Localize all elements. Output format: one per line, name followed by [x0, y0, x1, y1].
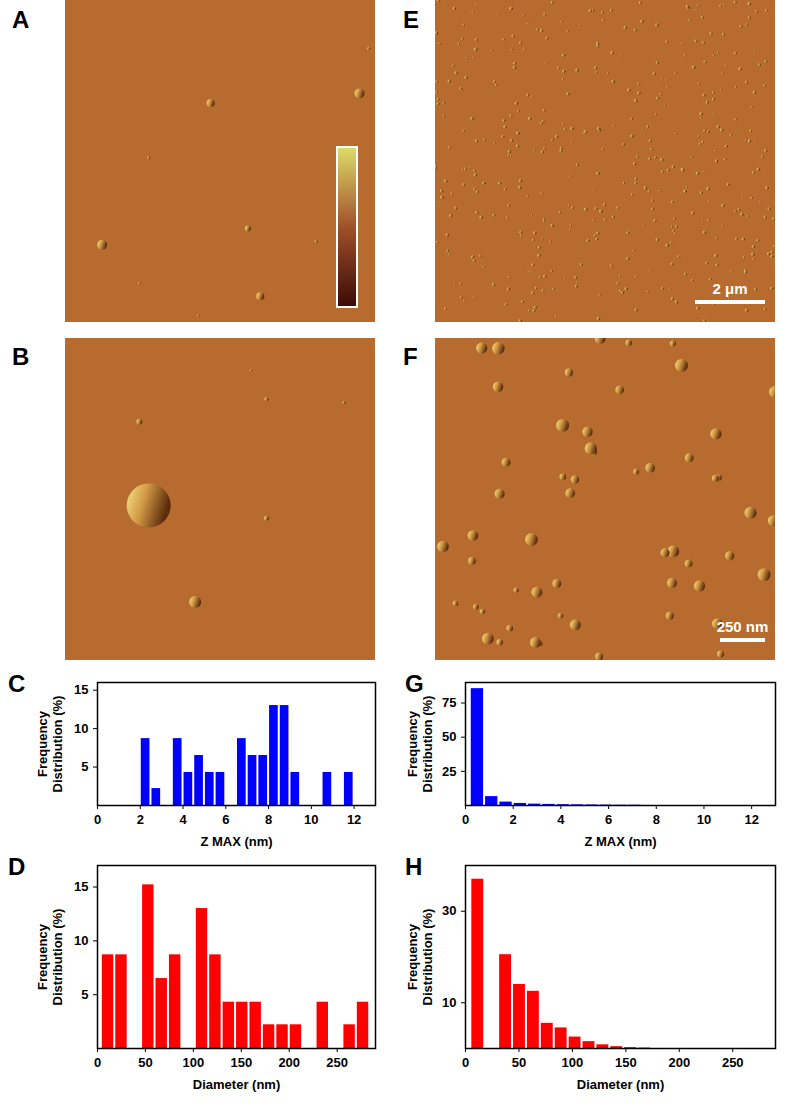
svg-text:4: 4	[179, 812, 187, 827]
html-text:H: H	[405, 853, 423, 880]
svg-text:200: 200	[668, 1055, 690, 1070]
svg-text:0: 0	[94, 1055, 101, 1070]
svg-text:250: 250	[722, 1055, 744, 1070]
svg-text:15: 15	[74, 682, 88, 697]
svg-text:100: 100	[183, 1055, 205, 1070]
svg-text:50: 50	[512, 1055, 526, 1070]
svg-text:25: 25	[442, 763, 456, 778]
svg-text:10: 10	[697, 812, 711, 827]
svg-text:150: 150	[615, 1055, 637, 1070]
html-text:Distribution (%): Distribution (%)	[420, 908, 435, 1005]
svg-text:75: 75	[442, 695, 456, 710]
svg-text:2: 2	[510, 812, 517, 827]
svg-text:50: 50	[442, 729, 456, 744]
html-text:D: D	[8, 853, 26, 880]
svg-text:10: 10	[304, 812, 318, 827]
svg-text:200: 200	[278, 1055, 300, 1070]
html-text:Frequency: Frequency	[35, 710, 50, 777]
html-text:Distribution (%): Distribution (%)	[420, 695, 435, 792]
html-text:C: C	[8, 670, 26, 697]
html-text:Distribution (%): Distribution (%)	[50, 695, 65, 792]
svg-text:6: 6	[605, 812, 612, 827]
svg-text:30: 30	[442, 903, 456, 918]
svg-text:250: 250	[326, 1055, 348, 1070]
svg-text:Z MAX (nm): Z MAX (nm)	[200, 834, 272, 849]
svg-text:8: 8	[653, 812, 660, 827]
svg-text:50: 50	[138, 1055, 152, 1070]
svg-text:Diameter (nm): Diameter (nm)	[577, 1077, 664, 1092]
html-text:Distribution (%): Distribution (%)	[50, 908, 65, 1005]
html-text:F: F	[403, 343, 418, 370]
svg-text:100: 100	[562, 1055, 584, 1070]
html-text:E: E	[403, 6, 419, 33]
svg-text:12: 12	[744, 812, 758, 827]
svg-text:5: 5	[81, 759, 88, 774]
html-text:B: B	[12, 343, 30, 370]
svg-text:15: 15	[74, 879, 88, 894]
svg-text:0: 0	[462, 812, 469, 827]
svg-text:10: 10	[442, 995, 456, 1010]
svg-text:Diameter (nm): Diameter (nm)	[193, 1077, 280, 1092]
html-text:Frequency: Frequency	[405, 710, 420, 777]
svg-text:4: 4	[557, 812, 565, 827]
svg-text:12: 12	[347, 812, 361, 827]
svg-text:2 μm: 2 μm	[712, 280, 747, 297]
svg-text:5: 5	[81, 987, 88, 1002]
html-text:G: G	[405, 670, 424, 697]
svg-text:150: 150	[230, 1055, 252, 1070]
svg-text:10: 10	[74, 933, 88, 948]
svg-text:0: 0	[462, 1055, 469, 1070]
html-text:Frequency: Frequency	[35, 923, 50, 990]
svg-text:0: 0	[94, 812, 101, 827]
svg-text:250 nm: 250 nm	[717, 618, 769, 635]
html-text:A: A	[12, 6, 30, 33]
svg-text:Z MAX (nm): Z MAX (nm)	[584, 834, 656, 849]
svg-text:8: 8	[265, 812, 272, 827]
html-text:Frequency: Frequency	[405, 923, 420, 990]
svg-text:10: 10	[74, 721, 88, 736]
svg-text:6: 6	[222, 812, 229, 827]
svg-text:2: 2	[137, 812, 144, 827]
